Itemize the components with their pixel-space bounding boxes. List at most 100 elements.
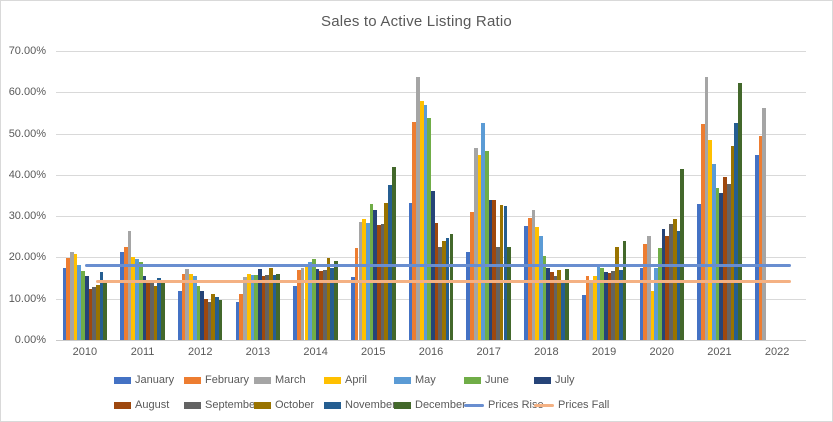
bar-december-2015[interactable]: [391, 167, 396, 340]
bar-november-2019[interactable]: [618, 269, 623, 340]
bar-november-2010[interactable]: [99, 272, 104, 340]
bar-march-2013[interactable]: [243, 276, 247, 340]
bar-october-2012[interactable]: [211, 293, 216, 340]
bar-december-2016[interactable]: [449, 233, 454, 340]
bar-april-2018[interactable]: [535, 226, 539, 340]
bar-february-2012[interactable]: [181, 274, 186, 340]
bar-may-2017[interactable]: [481, 123, 485, 340]
bar-october-2017[interactable]: [499, 205, 504, 340]
bar-march-2014[interactable]: [300, 268, 305, 340]
bar-november-2014[interactable]: [330, 268, 335, 340]
bar-january-2010[interactable]: [62, 267, 67, 340]
bar-august-2019[interactable]: [607, 272, 612, 340]
bar-february-2020[interactable]: [643, 243, 647, 340]
bar-march-2018[interactable]: [531, 209, 536, 340]
bar-september-2018[interactable]: [553, 276, 558, 340]
bar-august-2013[interactable]: [261, 275, 266, 340]
bar-april-2017[interactable]: [477, 154, 482, 340]
bar-april-2021[interactable]: [708, 140, 713, 340]
bar-september-2012[interactable]: [207, 302, 212, 340]
bar-august-2012[interactable]: [203, 298, 208, 340]
bar-july-2020[interactable]: [661, 228, 666, 340]
bar-february-2010[interactable]: [66, 258, 71, 340]
bar-september-2021[interactable]: [726, 184, 731, 340]
bar-january-2012[interactable]: [178, 291, 182, 340]
bar-november-2012[interactable]: [215, 297, 219, 340]
bar-september-2014[interactable]: [323, 270, 327, 340]
bar-december-2017[interactable]: [507, 247, 511, 340]
bar-september-2013[interactable]: [265, 275, 269, 340]
bar-march-2017[interactable]: [473, 148, 478, 340]
bar-april-2016[interactable]: [419, 100, 424, 340]
bar-november-2015[interactable]: [388, 185, 392, 340]
bar-february-2019[interactable]: [585, 276, 590, 340]
bar-december-2014[interactable]: [334, 261, 338, 340]
bar-october-2013[interactable]: [269, 268, 273, 340]
bar-august-2017[interactable]: [492, 200, 497, 340]
bar-july-2014[interactable]: [315, 268, 320, 340]
bar-june-2011[interactable]: [138, 261, 143, 340]
bar-june-2018[interactable]: [542, 255, 547, 340]
bar-march-2016[interactable]: [416, 77, 420, 340]
bar-december-2018[interactable]: [564, 269, 569, 340]
refline-prices-rise[interactable]: [85, 263, 791, 267]
bar-may-2013[interactable]: [250, 275, 255, 340]
bar-november-2013[interactable]: [272, 274, 277, 340]
bar-november-2021[interactable]: [734, 122, 738, 340]
bar-january-2022[interactable]: [754, 155, 759, 340]
bar-october-2014[interactable]: [326, 258, 331, 340]
bar-march-2010[interactable]: [70, 251, 74, 340]
bar-january-2018[interactable]: [524, 226, 528, 340]
legend-item-february[interactable]: February: [184, 374, 254, 386]
bar-july-2015[interactable]: [373, 209, 377, 340]
bar-june-2015[interactable]: [369, 203, 374, 340]
bar-november-2017[interactable]: [503, 206, 508, 340]
bar-may-2016[interactable]: [423, 105, 428, 340]
bar-november-2020[interactable]: [676, 230, 681, 340]
legend-item-april[interactable]: April: [324, 374, 394, 386]
bar-may-2011[interactable]: [135, 259, 139, 340]
bar-april-2019[interactable]: [592, 276, 597, 340]
bar-march-2022[interactable]: [762, 108, 767, 340]
bar-april-2015[interactable]: [362, 219, 366, 340]
legend-item-march[interactable]: March: [254, 374, 324, 386]
bar-january-2020[interactable]: [639, 267, 644, 340]
bar-october-2016[interactable]: [442, 240, 446, 340]
bar-october-2019[interactable]: [615, 246, 619, 340]
bar-september-2017[interactable]: [496, 246, 500, 340]
bar-february-2013[interactable]: [239, 293, 244, 340]
bar-october-2011[interactable]: [153, 285, 158, 340]
bar-june-2013[interactable]: [254, 275, 258, 340]
bar-june-2019[interactable]: [600, 268, 605, 340]
bar-december-2021[interactable]: [737, 83, 742, 340]
legend-item-september[interactable]: September: [184, 399, 259, 411]
bar-october-2010[interactable]: [95, 284, 100, 340]
bar-october-2015[interactable]: [384, 202, 389, 340]
bar-november-2016[interactable]: [445, 238, 450, 340]
bar-february-2022[interactable]: [758, 136, 763, 340]
bar-july-2012[interactable]: [200, 291, 204, 340]
chart-title[interactable]: Sales to Active Listing Ratio: [321, 13, 512, 30]
bar-january-2011[interactable]: [120, 252, 124, 340]
bar-february-2021[interactable]: [700, 123, 705, 340]
legend-item-december[interactable]: December: [394, 399, 466, 411]
refline-prices-fall[interactable]: [96, 280, 791, 284]
bar-june-2020[interactable]: [658, 247, 662, 340]
bar-april-2010[interactable]: [73, 253, 78, 340]
bar-january-2013[interactable]: [235, 302, 240, 340]
bar-february-2017[interactable]: [470, 211, 474, 340]
bar-january-2021[interactable]: [697, 203, 701, 340]
bar-august-2018[interactable]: [550, 272, 554, 340]
bar-december-2012[interactable]: [218, 300, 223, 340]
bar-august-2011[interactable]: [146, 281, 150, 340]
legend-item-prices-fall[interactable]: Prices Fall: [534, 399, 609, 411]
bar-february-2015[interactable]: [354, 248, 359, 340]
bar-october-2018[interactable]: [557, 270, 562, 340]
bar-april-2012[interactable]: [189, 274, 193, 340]
bar-august-2010[interactable]: [88, 288, 93, 340]
bar-may-2021[interactable]: [712, 163, 716, 340]
bar-june-2010[interactable]: [81, 271, 85, 340]
bar-july-2021[interactable]: [719, 193, 724, 340]
bar-april-2014[interactable]: [304, 265, 309, 340]
bar-december-2010[interactable]: [103, 279, 108, 340]
